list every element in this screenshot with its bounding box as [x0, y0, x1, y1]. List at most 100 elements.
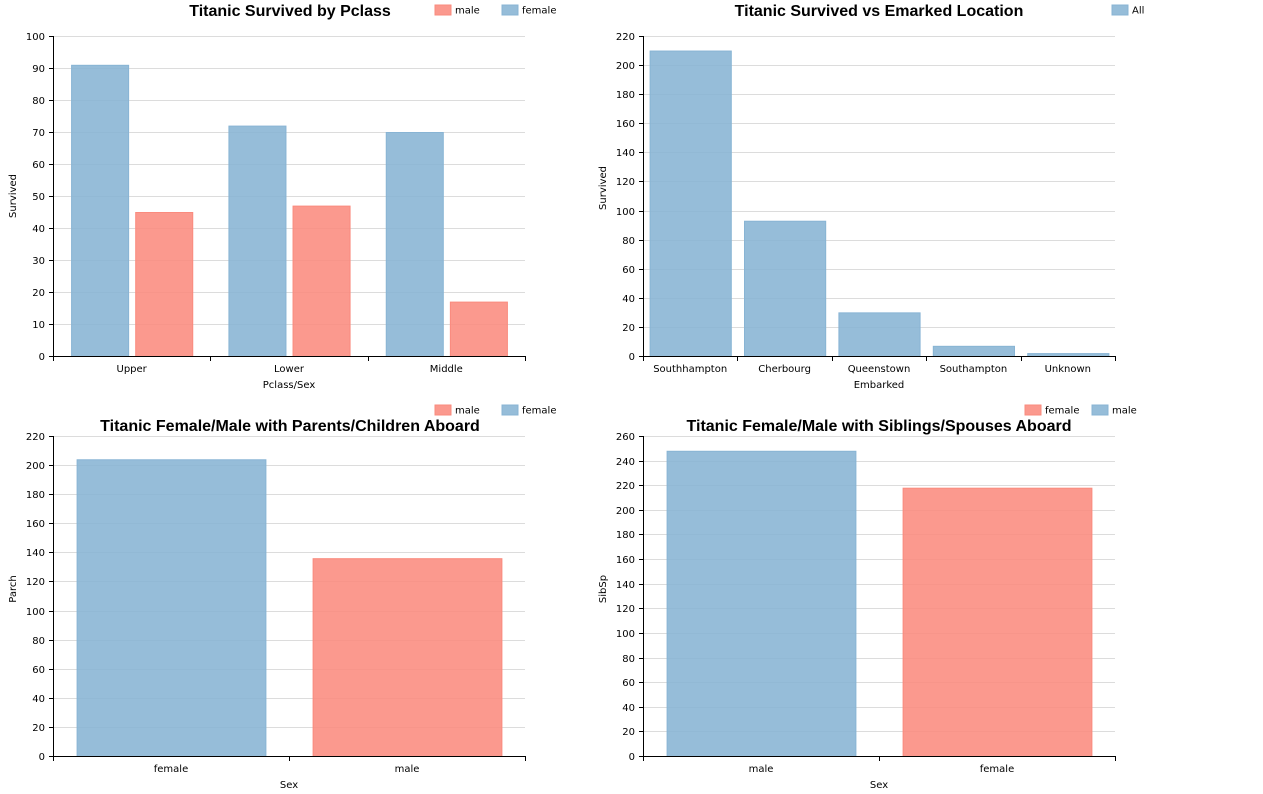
x-axis-label: Sex [870, 780, 888, 791]
x-axis-ticks: Upper Lower Middle [53, 356, 526, 375]
legend-label-female: female [1045, 406, 1079, 417]
y-tick-label: 60 [622, 265, 635, 276]
y-axis-ticks: 0 20 40 60 80 100 120 140 160 180 200 220 240 260 [616, 432, 643, 763]
y-tick-label: 180 [616, 530, 635, 541]
bar-All-cherbourg [744, 220, 827, 357]
bar-All-southhampton [649, 50, 732, 358]
y-axis-label: Parch [8, 575, 19, 602]
x-axis-label: Embarked [854, 380, 905, 391]
x-tick-label: Upper [117, 364, 148, 375]
bar-male-lower [292, 205, 351, 357]
y-tick-label: 0 [39, 352, 45, 363]
legend-swatch-female [501, 404, 519, 416]
chart-title: Titanic Survived vs Emarked Location [735, 3, 1024, 20]
y-tick-label: 260 [616, 432, 635, 443]
legend-swatch-female [501, 4, 519, 16]
x-axis-ticks: male female [643, 756, 1116, 775]
y-tick-label: 60 [32, 665, 45, 676]
y-tick-label: 220 [26, 432, 45, 443]
y-tick-label: 100 [26, 607, 45, 618]
y-tick-label: 20 [32, 288, 45, 299]
y-tick-label: 30 [32, 256, 45, 267]
legend-swatch-male [1091, 404, 1109, 416]
x-tick-label: female [154, 764, 188, 775]
y-tick-label: 80 [622, 236, 635, 247]
y-tick-label: 120 [616, 604, 635, 615]
y-tick-label: 160 [26, 519, 45, 530]
y-axis-label: Survived [598, 166, 609, 210]
y-tick-label: 40 [622, 294, 635, 305]
legend-label-male: male [1112, 406, 1137, 417]
y-tick-label: 80 [32, 636, 45, 647]
chart-title: Titanic Female/Male with Siblings/Spouse… [687, 418, 1072, 435]
x-axis-label: Sex [280, 780, 298, 791]
x-tick-label: Unknown [1045, 364, 1091, 375]
legend-swatch-male [434, 404, 452, 416]
y-axis-ticks: 0 20 40 60 80 100 120 140 160 180 200 220 [616, 32, 643, 363]
bar-female-middle [385, 132, 444, 357]
bar-female-lower [228, 125, 287, 357]
axes [53, 36, 526, 357]
legend-swatch-all [1111, 4, 1129, 16]
bars [666, 450, 1093, 757]
legend-label-all: All [1132, 6, 1144, 17]
bar-All-queenstown [838, 312, 921, 358]
bar-All-southampton [932, 345, 1015, 357]
y-tick-label: 180 [26, 490, 45, 501]
legend-label-female: female [522, 406, 556, 417]
y-tick-label: 40 [32, 694, 45, 705]
y-tick-label: 100 [616, 629, 635, 640]
y-tick-label: 200 [26, 461, 45, 472]
gridlines [53, 36, 525, 325]
chart-sibsp-by-sex: Titanic Female/Male with Siblings/Spouse… [598, 404, 1137, 791]
y-tick-label: 140 [616, 580, 635, 591]
bar-female [76, 459, 267, 757]
chart-survived-by-pclass: Titanic Survived by Pclass Pclass/Sex Su… [8, 3, 556, 391]
bar-female [902, 487, 1093, 757]
y-tick-label: 40 [32, 224, 45, 235]
y-tick-label: 200 [616, 61, 635, 72]
x-tick-label: Cherbourg [758, 364, 811, 375]
chart-parch-by-sex: Titanic Female/Male with Parents/Childre… [8, 404, 556, 791]
y-tick-label: 60 [32, 160, 45, 171]
legend: male female [434, 4, 556, 17]
y-tick-label: 70 [32, 128, 45, 139]
y-tick-label: 20 [32, 723, 45, 734]
y-tick-label: 10 [32, 320, 45, 331]
bar-female-upper [71, 64, 130, 358]
bar-male [666, 450, 857, 757]
legend: All [1111, 4, 1144, 17]
legend-label-male: male [455, 406, 480, 417]
legend-swatch-male [434, 4, 452, 16]
y-axis-ticks: 0 10 20 30 40 50 60 70 80 90 100 [26, 32, 53, 363]
chart-title: Titanic Survived by Pclass [189, 3, 391, 20]
y-tick-label: 100 [616, 207, 635, 218]
x-axis-label: Pclass/Sex [263, 380, 316, 391]
x-tick-label: male [395, 764, 420, 775]
y-axis-ticks: 0 20 40 60 80 100 120 140 160 180 200 220 [26, 432, 53, 763]
axes [643, 36, 1116, 357]
y-tick-label: 80 [622, 654, 635, 665]
x-tick-label: male [749, 764, 774, 775]
bars [76, 459, 503, 757]
y-tick-label: 80 [32, 96, 45, 107]
y-tick-label: 140 [26, 548, 45, 559]
x-tick-label: Lower [274, 364, 305, 375]
legend-swatch-female [1024, 404, 1042, 416]
x-axis-ticks: Southhampton Cherbourg Queenstown Southampt… [643, 356, 1116, 375]
bar-male-upper [135, 212, 194, 357]
y-tick-label: 60 [622, 678, 635, 689]
x-tick-label: Southhampton [653, 364, 727, 375]
legend: male female [434, 404, 556, 417]
x-tick-label: Middle [430, 364, 463, 375]
chart-survived-vs-embarked: Titanic Survived vs Emarked Location Emb… [598, 3, 1144, 391]
y-tick-label: 0 [39, 752, 45, 763]
legend-label-female: female [522, 6, 556, 17]
y-tick-label: 120 [26, 577, 45, 588]
x-axis-ticks: female male [53, 756, 526, 775]
y-tick-label: 220 [616, 481, 635, 492]
y-axis-label: Survived [8, 174, 19, 218]
y-tick-label: 0 [629, 752, 635, 763]
y-tick-label: 20 [622, 323, 635, 334]
y-tick-label: 20 [622, 727, 635, 738]
